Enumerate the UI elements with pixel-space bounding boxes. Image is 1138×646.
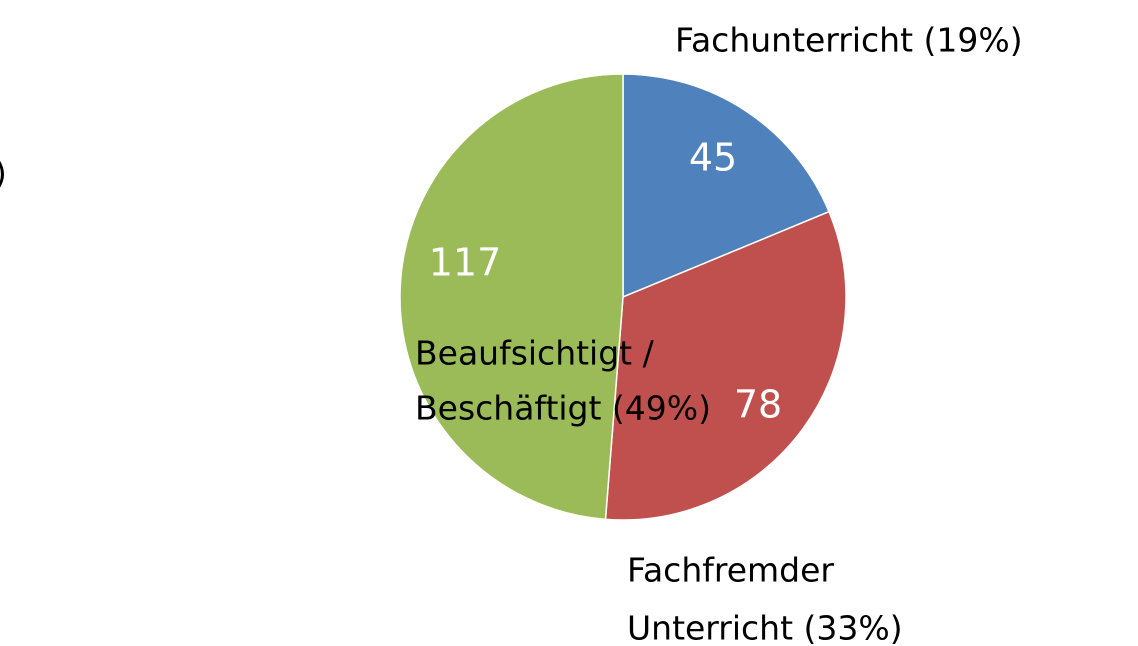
category-label: Beaufsichtigt / bbox=[415, 334, 655, 373]
category-label: Beschäftigt (49%) bbox=[415, 389, 711, 428]
pie-slice bbox=[622, 73, 831, 299]
category-label: Fachunterricht (19%) bbox=[675, 21, 1023, 60]
pie-slice bbox=[604, 210, 847, 521]
pie-slice bbox=[399, 73, 624, 521]
category-label: Unterricht (33%) bbox=[627, 609, 903, 646]
value-label: 45 bbox=[689, 136, 737, 180]
value-label: 117 bbox=[429, 241, 502, 285]
category-label: Fachfremder bbox=[627, 551, 834, 590]
value-label: 78 bbox=[734, 383, 782, 427]
annotation: ) bbox=[0, 154, 7, 193]
